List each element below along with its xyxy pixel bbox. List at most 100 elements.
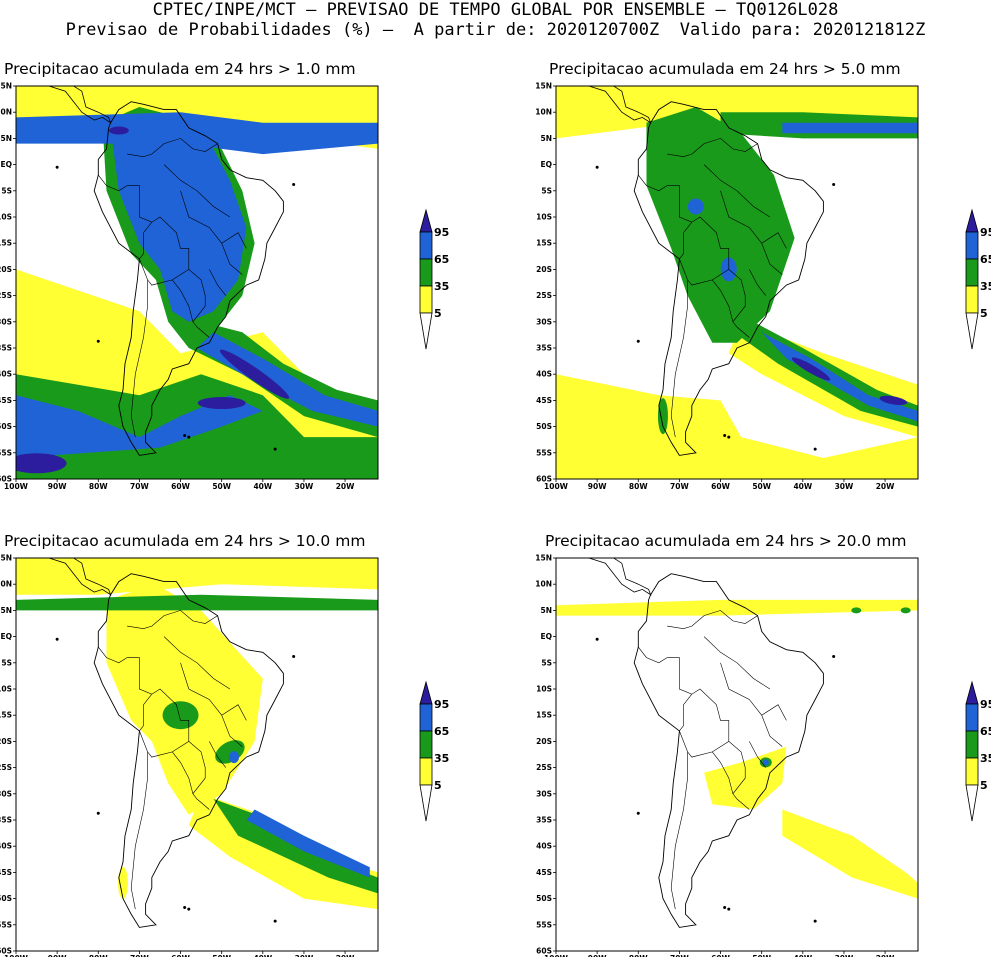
- x-tick-label: 50W: [212, 482, 231, 491]
- colorbar-label: 5: [980, 779, 988, 792]
- central-america-coastline: [16, 86, 112, 124]
- colorbar-5: [419, 757, 433, 786]
- island: [187, 435, 191, 439]
- colorbar-svg: 95 65 35 5: [419, 680, 449, 822]
- y-tick-label: 30S: [536, 317, 552, 326]
- prob-area-65: [16, 395, 263, 458]
- map-frame: [555, 85, 919, 480]
- x-tick-label: 40W: [253, 482, 272, 491]
- south-america-coastline: [93, 573, 284, 928]
- colorbar-35: [419, 258, 433, 287]
- colorbar-65: [965, 231, 979, 260]
- x-tick-label: 30W: [835, 482, 854, 491]
- country-border: [712, 751, 734, 794]
- country-border: [209, 741, 227, 768]
- x-tick-label: 90W: [48, 482, 67, 491]
- prob-area-5: [16, 558, 378, 595]
- y-tick-label: 5N: [541, 606, 553, 615]
- map-svg: 15N 10N 5N EQ 5S 10S 15S 20S 25S 30S 35S 40S 45S 50S 5…: [0, 554, 379, 957]
- country-border: [221, 715, 243, 747]
- x-tick-label: 80W: [89, 482, 108, 491]
- colorbar-svg: 95 65 35 5: [965, 208, 991, 350]
- x-tick-label: 100W: [544, 954, 569, 957]
- x-tick-label: 60W: [171, 954, 190, 957]
- country-border: [139, 258, 189, 286]
- central-america-coastline: [16, 558, 112, 596]
- prob-area-65: [782, 122, 918, 134]
- y-tick-label: 55S: [536, 920, 552, 929]
- y-tick-label: 10N: [535, 580, 552, 589]
- map-panel-5mm: 15N 10N 5N EQ 5S 10S 15S 20S 25S 30S 35S 40S 45S 50S 5…: [535, 80, 940, 491]
- island: [183, 434, 187, 438]
- x-tick-label: 60W: [711, 954, 730, 957]
- y-tick-label: 25S: [0, 291, 12, 300]
- colorbar-label: 95: [434, 698, 449, 711]
- island: [813, 919, 817, 923]
- island: [832, 183, 836, 187]
- prob-area-65: [197, 332, 378, 427]
- country-border: [720, 190, 787, 249]
- y-tick-label: 35S: [0, 816, 12, 825]
- y-tick-label: 5S: [541, 186, 552, 195]
- y-tick-label: 35S: [536, 344, 552, 353]
- country-border: [163, 164, 231, 218]
- y-tick-label: 55S: [536, 448, 552, 457]
- colorbar-label: 5: [434, 779, 442, 792]
- panel-4-title: Precipitacao acumulada em 24 hrs > 20.0 …: [545, 532, 907, 550]
- y-tick-label: 25S: [536, 291, 552, 300]
- colorbar-label: 35: [434, 752, 449, 765]
- colorbar-35: [965, 730, 979, 759]
- x-tick-label: 70W: [670, 954, 689, 957]
- y-tick-label: 5N: [541, 134, 553, 143]
- country-border: [749, 269, 767, 296]
- country-border: [720, 662, 787, 721]
- country-border: [703, 636, 771, 690]
- y-tick-label: 45S: [0, 868, 12, 877]
- country-border: [712, 279, 734, 322]
- y-tick-label: 25S: [0, 763, 12, 772]
- y-tick-label: 45S: [536, 868, 552, 877]
- colorbar-label: 65: [980, 253, 991, 266]
- x-tick-label: 90W: [588, 954, 607, 957]
- x-tick-label: 50W: [752, 954, 771, 957]
- y-tick-label: 35S: [0, 344, 12, 353]
- island: [273, 447, 277, 451]
- country-border: [638, 646, 668, 664]
- y-tick-label: 10N: [0, 108, 12, 117]
- colorbar-panel-3: 95 65 35 5: [416, 680, 456, 830]
- map-frame: [15, 557, 379, 952]
- x-tick-label: 80W: [89, 954, 108, 957]
- map-svg: 15N 10N 5N EQ 5S 10S 15S 20S 25S 30S 35S 40S 45S 50S 5…: [535, 82, 919, 491]
- y-tick-label: 15S: [0, 711, 12, 720]
- island: [292, 655, 296, 659]
- country-border: [127, 610, 218, 630]
- y-tick-label: 30S: [0, 317, 12, 326]
- prob-area-95: [16, 453, 67, 474]
- y-tick-label: 55S: [0, 448, 12, 457]
- colorbar-label: 35: [980, 752, 991, 765]
- y-tick-label: 50S: [536, 894, 552, 903]
- x-tick-label: 90W: [48, 954, 67, 957]
- prob-area-65: [762, 759, 769, 766]
- x-tick-label: 20W: [336, 482, 355, 491]
- colorbar-65: [419, 231, 433, 260]
- x-tick-label: 80W: [629, 482, 648, 491]
- y-tick-label: 50S: [0, 894, 12, 903]
- x-tick-label: 30W: [295, 482, 314, 491]
- map-panel-20mm: 15N 10N 5N EQ 5S 10S 15S 20S 25S 30S 35S 40S 45S 50S 5…: [535, 552, 940, 957]
- y-tick-label: 35S: [536, 816, 552, 825]
- y-tick-label: 15S: [536, 239, 552, 248]
- country-border: [667, 610, 758, 630]
- coastlines: [556, 558, 836, 928]
- y-tick-label: 20S: [536, 265, 552, 274]
- probability-field: [556, 86, 918, 479]
- x-tick-label: 60W: [711, 482, 730, 491]
- south-america-coastline: [633, 101, 824, 456]
- country-border: [679, 222, 693, 260]
- map-background: [556, 558, 918, 951]
- header-title: CPTEC/INPE/MCT – PREVISAO DE TEMPO GLOBA…: [152, 0, 839, 20]
- prob-area-5: [782, 809, 918, 899]
- map-svg: 15N 10N 5N EQ 5S 10S 15S 20S 25S 30S 35S 40S 45S 50S 5…: [535, 554, 919, 957]
- country-border: [139, 694, 153, 732]
- country-border: [209, 269, 227, 296]
